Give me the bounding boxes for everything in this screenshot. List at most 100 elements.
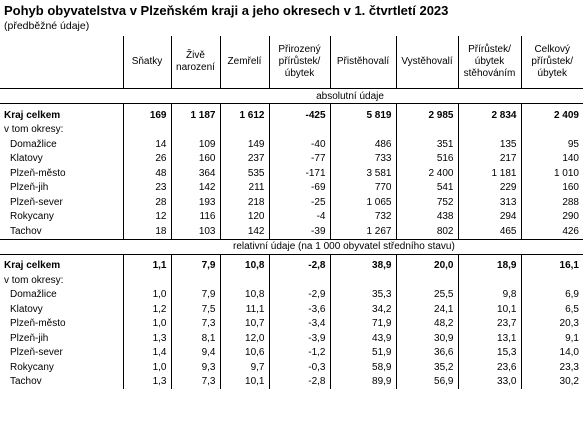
table-cell: 23,7 — [457, 316, 521, 331]
table-cell: 752 — [395, 195, 458, 210]
column-header: Přistěhovalí — [329, 36, 396, 89]
table-cell: 1,3 — [122, 331, 171, 346]
table-cell-empty — [520, 273, 583, 288]
table-cell: -1,2 — [268, 345, 330, 360]
table-cell: -4 — [268, 209, 330, 224]
spacer-cell — [329, 103, 396, 108]
table-cell: 10,8 — [219, 287, 269, 302]
section-heading-row: relativní údaje (na 1 000 obyvatel střed… — [0, 238, 583, 255]
table-cell-empty — [329, 122, 396, 137]
table-cell: 38,9 — [329, 258, 396, 273]
spacer-cell — [122, 103, 171, 108]
section-heading: absolutní údaje — [123, 88, 583, 104]
table-cell: 7,5 — [170, 302, 220, 317]
row-label: Domažlice — [10, 289, 57, 301]
table-cell: 6,5 — [520, 302, 583, 317]
header-corner — [0, 36, 123, 89]
row-label: Rokycany — [10, 361, 54, 373]
table-cell: 193 — [170, 195, 220, 210]
table-cell: 35,3 — [329, 287, 396, 302]
row-label: Plzeň-město — [10, 318, 66, 330]
table-cell: 2 400 — [395, 166, 458, 181]
table-cell: 313 — [457, 195, 521, 210]
table-cell: 30,9 — [395, 331, 458, 346]
table-cell-empty — [329, 273, 396, 288]
row-label: Tachov — [10, 225, 42, 237]
table-cell: 33,0 — [457, 374, 521, 389]
table-cell: 43,9 — [329, 331, 396, 346]
table-cell: 142 — [170, 180, 220, 195]
table-cell: 12,0 — [219, 331, 269, 346]
table-row: Klatovy 1,2 7,5 11,1 -3,6 34,2 24,1 10,1 6,5 — [0, 302, 583, 317]
spacer-cell — [219, 103, 269, 108]
table-cell: 12 — [122, 209, 171, 224]
row-label: Klatovy — [10, 303, 43, 315]
table-cell: 26 — [122, 151, 171, 166]
spacer-cell — [268, 103, 330, 108]
table-cell: 1,0 — [122, 360, 171, 375]
table-cell: 1 010 — [520, 166, 583, 181]
table-cell: -69 — [268, 180, 330, 195]
table-cell: 486 — [329, 137, 396, 152]
row-label: Kraj celkem — [4, 260, 61, 272]
table-cell-empty — [219, 122, 269, 137]
header-row: Sňatky Živě narození Zemřelí Přirozený p… — [0, 36, 583, 89]
table-row: Plzeň-město 1,0 7,3 10,7 -3,4 71,9 48,2 23,7 20,… — [0, 316, 583, 331]
table-cell: 9,1 — [520, 331, 583, 346]
table-row: Domažlice 14 109 149 -40 486 351 135 95 — [0, 137, 583, 152]
table-cell: 51,9 — [329, 345, 396, 360]
table-cell: 36,6 — [395, 345, 458, 360]
row-label: Klatovy — [10, 153, 43, 165]
table-cell: 23,6 — [457, 360, 521, 375]
spacer-cell — [268, 254, 330, 259]
table-cell-empty — [268, 273, 330, 288]
table-cell-empty — [395, 273, 458, 288]
table-cell: -77 — [268, 151, 330, 166]
spacer-cell — [520, 103, 583, 108]
spacer-cell — [395, 254, 458, 259]
table-cell: 1 267 — [329, 224, 396, 239]
row-label: Kraj celkem — [4, 109, 61, 121]
row-label: Rokycany — [10, 211, 54, 223]
table-cell: 10,6 — [219, 345, 269, 360]
table-cell: 135 — [457, 137, 521, 152]
table-cell: 71,9 — [329, 316, 396, 331]
table-row: Plzeň-sever 1,4 9,4 10,6 -1,2 51,9 36,6 15,3 14,… — [0, 345, 583, 360]
table-row: Tachov 18 103 142 -39 1 267 802 465 426 — [0, 224, 583, 239]
table-cell: -40 — [268, 137, 330, 152]
table-cell: 10,1 — [457, 302, 521, 317]
table-cell: 237 — [219, 151, 269, 166]
table-cell: 103 — [170, 224, 220, 239]
table-cell: -3,4 — [268, 316, 330, 331]
table-body: absolutní údaje Kraj celkem 169 1 187 1 612-… — [0, 88, 583, 389]
table-cell-empty — [457, 273, 521, 288]
table-cell: 56,9 — [395, 374, 458, 389]
table-cell: 1,0 — [122, 316, 171, 331]
table-cell: 426 — [520, 224, 583, 239]
table-cell: 465 — [457, 224, 521, 239]
table-cell: 7,3 — [170, 316, 220, 331]
column-header: Zemřelí — [219, 36, 269, 89]
section-heading-empty — [0, 238, 123, 255]
row-label: Domažlice — [10, 138, 57, 150]
table-cell: 13,1 — [457, 331, 521, 346]
table-cell: 1,1 — [122, 258, 171, 273]
subheading-label: v tom okresy: — [4, 274, 64, 286]
table-cell: 1,0 — [122, 287, 171, 302]
table-cell: 1,2 — [122, 302, 171, 317]
table-cell: 23 — [122, 180, 171, 195]
table-cell: 229 — [457, 180, 521, 195]
row-label: Plzeň-jih — [10, 332, 49, 344]
table-cell: 23,3 — [520, 360, 583, 375]
table-cell: 18,9 — [457, 258, 521, 273]
table-cell: 217 — [457, 151, 521, 166]
table-cell: -3,6 — [268, 302, 330, 317]
table-cell: 1,3 — [122, 374, 171, 389]
table-cell: 8,1 — [170, 331, 220, 346]
table-cell: 3 581 — [329, 166, 396, 181]
table-cell: 16,1 — [520, 258, 583, 273]
table-row: Plzeň-jih 1,3 8,1 12,0 -3,9 43,9 30,9 13,1 9,1 — [0, 331, 583, 346]
column-header: Přirozený přírůstek/ úbytek — [268, 36, 330, 89]
row-label: Plzeň-město — [10, 167, 66, 179]
table-cell: 48,2 — [395, 316, 458, 331]
